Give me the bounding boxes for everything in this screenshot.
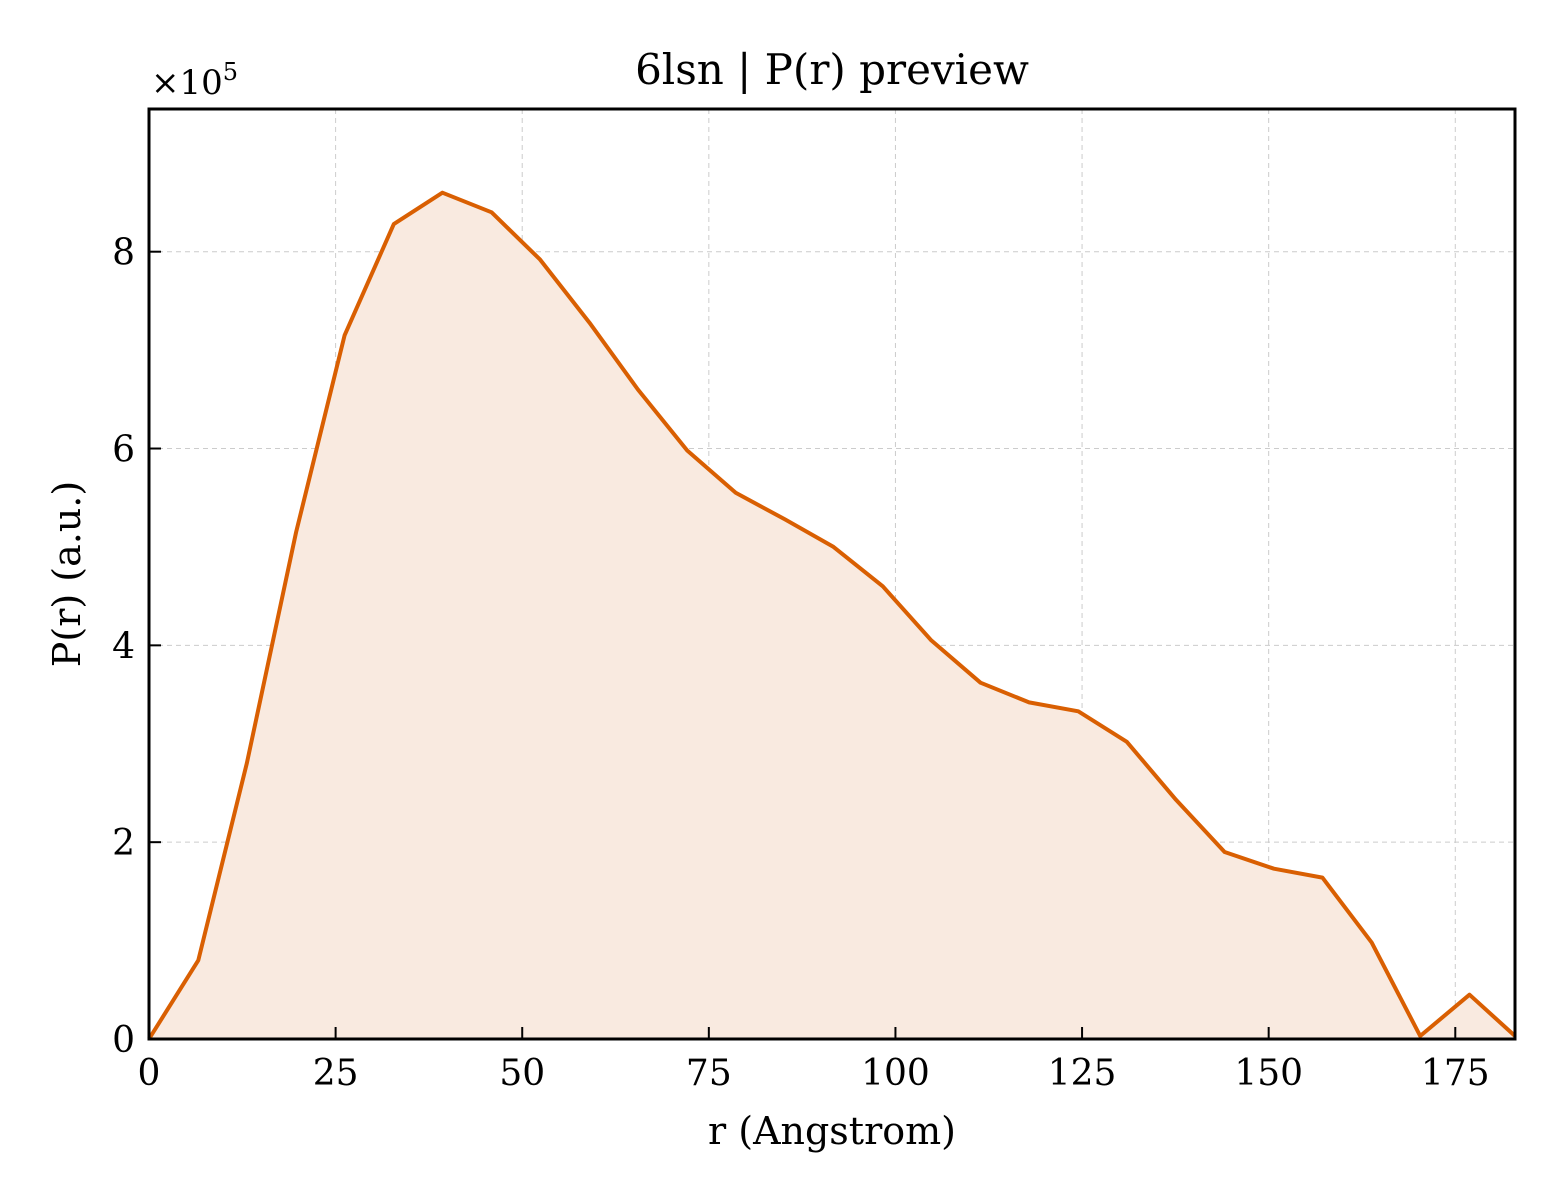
x-tick-label-6: 150	[1234, 1053, 1303, 1094]
series-line	[147, 190, 1517, 1041]
plot-frame	[147, 107, 1517, 1041]
x-axis-label: r (Angstrom)	[708, 1109, 956, 1153]
y-tick-label-0: 0	[112, 1020, 135, 1061]
y-axis-label: P(r) (a.u.)	[45, 481, 89, 667]
x-tick-label-3: 75	[686, 1053, 732, 1094]
x-tick-label-7: 175	[1421, 1053, 1490, 1094]
y-multiplier-base: ×10	[151, 63, 223, 103]
y-multiplier-exponent: 5	[223, 58, 238, 86]
ticks-layer: 0 25 50 75 100 125 150 175 0 2 4 6 8	[112, 233, 1490, 1094]
x-tick-label-1: 25	[313, 1053, 359, 1094]
x-tick-label-4: 100	[861, 1053, 930, 1094]
area-fill	[149, 192, 1515, 1039]
y-multiplier: ×105	[151, 58, 238, 103]
y-tick-label-2: 4	[112, 626, 135, 667]
y-tick-label-3: 6	[112, 430, 135, 471]
x-tick-label-5: 125	[1048, 1053, 1117, 1094]
y-tick-label-1: 2	[112, 823, 135, 864]
x-tick-label-0: 0	[138, 1053, 161, 1094]
chart-title: 6lsn | P(r) preview	[635, 45, 1029, 94]
y-tick-label-4: 8	[112, 233, 135, 274]
x-tick-label-2: 50	[499, 1053, 545, 1094]
